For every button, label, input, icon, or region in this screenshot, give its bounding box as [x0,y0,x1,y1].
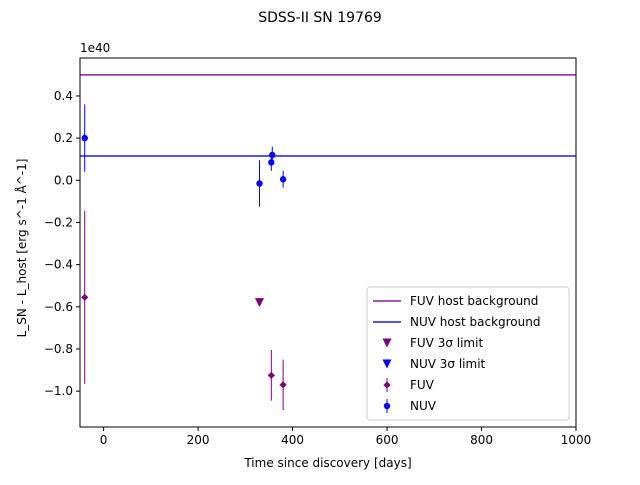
legend-box [366,286,570,421]
legend-label-2: FUV 3σ limit [410,336,483,350]
data-point-4-1 [267,371,275,379]
data-point-5-3 [269,151,276,159]
y-tick-label-1: −0.8 [44,342,73,356]
legend-label-3: NUV 3σ limit [410,357,486,371]
y-tick-label-2: −0.6 [44,300,73,314]
axes-ticks: 0 200 400 600 800 1000 −1.0 −0.8 −0.6 −0.4 −0.2 0.0… [44,89,591,447]
legend-label-5: NUV [410,399,437,413]
y-tick-label-7: 0.4 [54,89,73,103]
y-offset-label: 1e40 [80,41,110,55]
y-tick-label-5: 0.0 [54,173,73,187]
legend-handle-4 [383,381,391,389]
plot-area [80,74,576,411]
data-point-5-1 [256,180,263,187]
x-tick-label-3: 600 [376,433,399,447]
chart-title: SDSS-II SN 19769 [258,10,382,26]
x-axis-label: Time since discovery [days] [243,456,411,470]
limit-point-2-0 [255,298,265,308]
legend-label-4: FUV [410,378,435,392]
data-point-4-0 [81,293,89,301]
legend-label-0: FUV host background [410,294,538,308]
legend-label-1: NUV host background [410,315,540,329]
data-point-5-0 [81,134,88,142]
y-tick-label-6: 0.2 [54,131,73,145]
x-tick-label-1: 200 [187,433,210,447]
legend-handle-2 [382,338,392,348]
x-tick-label-0: 0 [100,433,108,447]
legend: FUV host background NUV host background FU… [366,286,570,421]
y-tick-label-3: −0.4 [44,258,73,272]
y-tick-label-4: −0.2 [44,215,73,229]
x-tick-label-2: 400 [281,433,304,447]
x-tick-label-4: 800 [470,433,493,447]
data-point-4-2 [279,381,287,389]
y-axis-label: L_SN - L_host [erg s^-1 Å^-1] [14,159,29,338]
data-point-5-2 [268,159,275,166]
data-point-5-4 [279,176,287,183]
legend-handle-3 [382,359,392,369]
legend-handle-5 [383,402,391,410]
y-tick-label-0: −1.0 [44,384,73,398]
plot-frame [79,57,577,428]
x-tick-label-5: 1000 [561,433,592,447]
